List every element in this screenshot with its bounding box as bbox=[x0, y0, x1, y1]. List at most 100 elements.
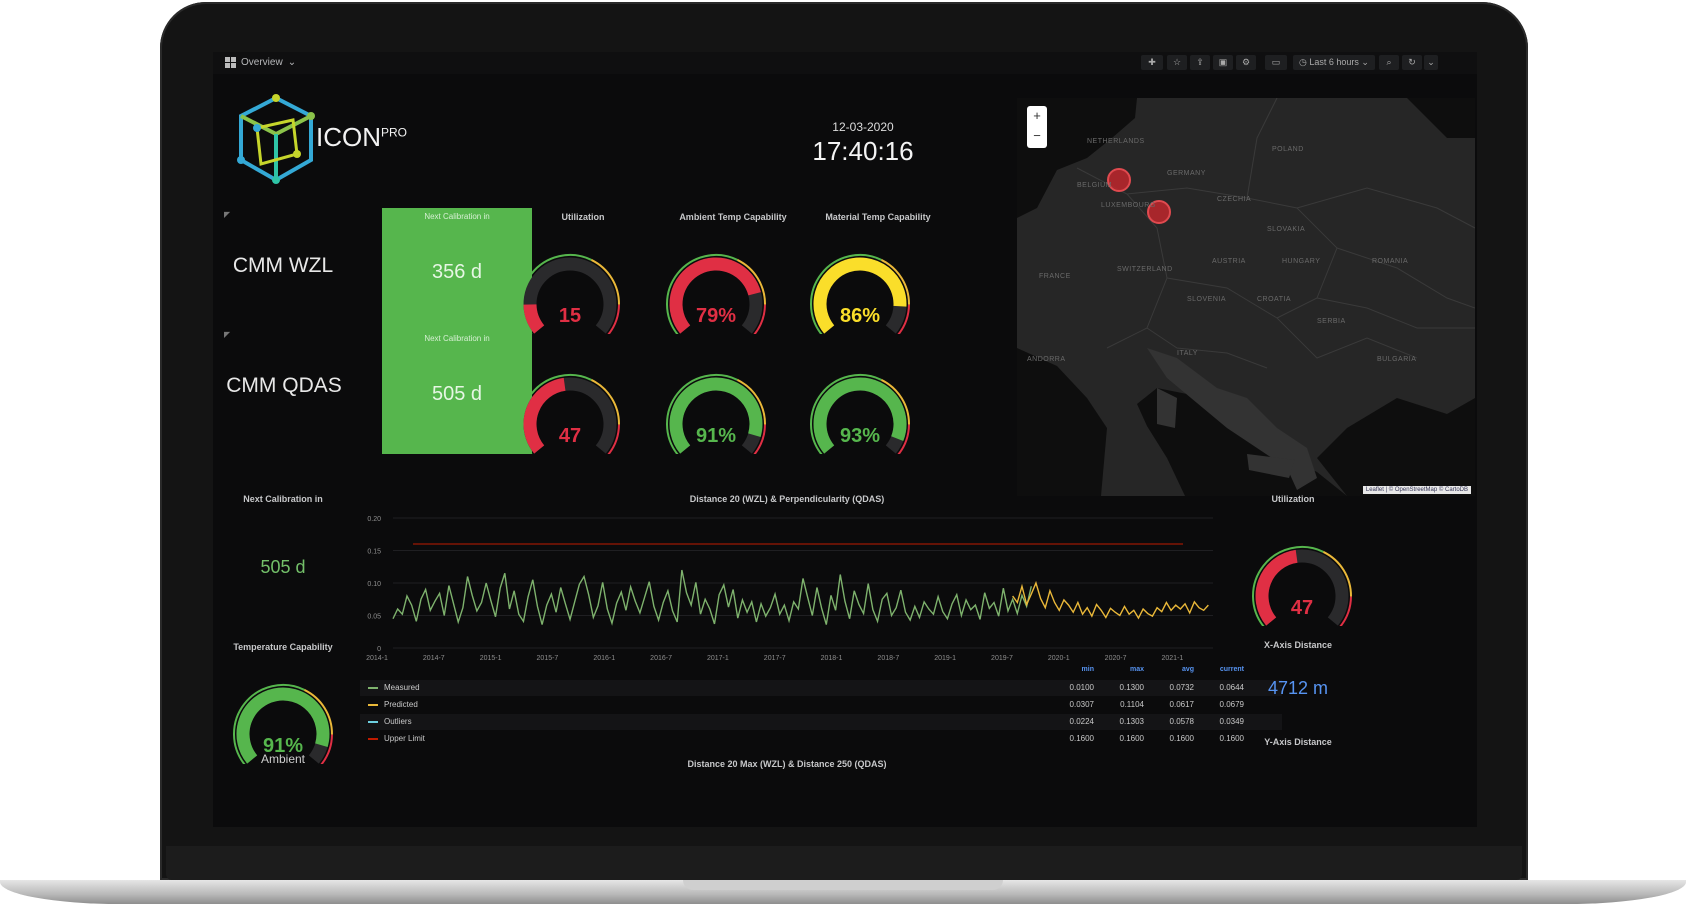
time-range-picker[interactable]: ◷ Last 6 hours ⌄ bbox=[1293, 55, 1375, 70]
gauge-threshold-red bbox=[896, 424, 910, 456]
panel-link-icon[interactable]: ◤ bbox=[224, 330, 231, 339]
gauge-threshold-red bbox=[606, 304, 620, 336]
legend-row[interactable]: Upper Limit 0.1600 0.1600 0.1600 0.1600 bbox=[360, 731, 1282, 747]
gauge-threshold-yellow bbox=[590, 259, 620, 305]
gauge-value-arc bbox=[813, 377, 907, 454]
temperature-capability-caption: Ambient bbox=[260, 752, 306, 766]
gauge-threshold-yellow bbox=[736, 379, 766, 425]
map-tiles bbox=[1017, 98, 1475, 496]
calibration-title: Next Calibration in bbox=[424, 212, 490, 221]
share-icon[interactable]: ⇪ bbox=[1190, 55, 1210, 70]
map-zoom-control[interactable]: + − bbox=[1027, 106, 1047, 148]
brand-name: ICONPRO bbox=[316, 122, 407, 153]
map-country-label: AUSTRIA bbox=[1212, 258, 1246, 265]
save-icon[interactable]: ▣ bbox=[1213, 55, 1233, 70]
legend-row[interactable]: Measured 0.0100 0.1300 0.0732 0.0644 bbox=[360, 680, 1282, 696]
map-country-label: SLOVENIA bbox=[1187, 296, 1227, 303]
location-marker-qdas[interactable] bbox=[1147, 200, 1171, 224]
add-panel-icon[interactable]: ✚ bbox=[1141, 55, 1163, 70]
legend-value: 0.1600 bbox=[1169, 734, 1194, 743]
gauge-threshold-red bbox=[606, 424, 620, 456]
gauge-threshold-green bbox=[810, 254, 882, 336]
dashboard-picker[interactable]: Overview ⌄ bbox=[225, 57, 296, 68]
gauge-value-label: 47 bbox=[559, 425, 581, 447]
gear-icon[interactable]: ⚙ bbox=[1236, 55, 1256, 70]
legend-series-name: Outliers bbox=[384, 717, 412, 726]
distance-line-chart[interactable]: 0 0.05 0.10 0.15 0.20 2014-1 2014-7 2015-1 2015-… bbox=[353, 510, 1223, 666]
left-calibration-value: 505 d bbox=[260, 557, 306, 577]
map-country-label: BULGARIA bbox=[1377, 356, 1417, 363]
gauge-threshold-yellow bbox=[736, 259, 766, 305]
legend-column-header[interactable]: avg bbox=[1181, 666, 1194, 673]
map-country-label: BELGIUM bbox=[1077, 182, 1113, 189]
chevron-down-icon: ⌄ bbox=[287, 57, 297, 68]
panel-link-icon[interactable]: ◤ bbox=[224, 210, 231, 219]
calibration-stat-2: Next Calibration in 505 d bbox=[382, 330, 532, 454]
gauge-dial: 86% bbox=[810, 254, 910, 336]
zoom-in-icon[interactable]: + bbox=[1033, 108, 1041, 123]
clock-time: 17:40:16 bbox=[812, 136, 914, 166]
machine-location-map[interactable]: NETHERLANDS BELGIUM LUXEMBOURG GERMANY POLAN… bbox=[1017, 98, 1475, 496]
gauge-value-label: 86% bbox=[840, 305, 880, 327]
gauge-dial: 47 bbox=[520, 374, 620, 456]
tv-mode-icon[interactable]: ▭ bbox=[1265, 55, 1287, 70]
legend-value: 0.0644 bbox=[1219, 683, 1244, 692]
chart-y-tick: 0.10 bbox=[367, 581, 381, 588]
gauge-dial: 91% bbox=[666, 374, 766, 456]
gauge-header-material: Material Temp Capability bbox=[825, 212, 931, 222]
gauge-dial: 91% bbox=[233, 684, 333, 766]
legend-value: 0.1600 bbox=[1119, 734, 1144, 743]
gauge-header-utilization: Utilization bbox=[561, 212, 605, 222]
gauge-value-arc bbox=[523, 377, 566, 454]
zoom-out-icon[interactable]: − bbox=[1033, 128, 1041, 143]
gauge-dial: 15 bbox=[520, 254, 620, 336]
chart-x-tick: 2021-1 bbox=[1162, 655, 1184, 662]
material-temp-gauge-wzl: 86% bbox=[795, 248, 925, 336]
gauge-threshold-red bbox=[896, 304, 910, 336]
map-country-label: HUNGARY bbox=[1282, 258, 1321, 265]
gauge-threshold-green bbox=[666, 254, 738, 336]
chart-y-tick: 0.20 bbox=[367, 516, 381, 523]
gauge-value-label: 93% bbox=[840, 425, 880, 447]
calibration-stat-1: Next Calibration in 356 d bbox=[382, 208, 532, 332]
legend-swatch bbox=[368, 738, 378, 740]
gauge-threshold-yellow bbox=[1322, 551, 1352, 597]
gauge-threshold-green bbox=[520, 254, 592, 336]
gauge-threshold-green bbox=[233, 684, 305, 766]
next-chart-title: Distance 20 Max (WZL) & Distance 250 (QD… bbox=[687, 759, 887, 769]
brand-sup: PRO bbox=[381, 125, 408, 140]
chart-x-tick: 2020-1 bbox=[1048, 655, 1070, 662]
laptop-notch bbox=[683, 880, 1003, 890]
location-marker-wzl[interactable] bbox=[1107, 168, 1131, 192]
map-attribution[interactable]: Leaflet | © OpenStreetMap © CartoDB bbox=[1362, 486, 1471, 494]
chart-x-tick: 2018-7 bbox=[877, 655, 899, 662]
gauge-value-label: 47 bbox=[1291, 597, 1313, 619]
refresh-interval-chevron-icon[interactable]: ⌄ bbox=[1424, 55, 1438, 70]
legend-value: 0.0617 bbox=[1169, 700, 1194, 709]
legend-column-header[interactable]: max bbox=[1129, 666, 1144, 673]
legend-value: 0.0679 bbox=[1219, 700, 1244, 709]
legend-value: 0.0578 bbox=[1169, 717, 1194, 726]
star-icon[interactable]: ☆ bbox=[1167, 55, 1187, 70]
map-country-label: CROATIA bbox=[1257, 296, 1292, 303]
gauge-threshold-green bbox=[1252, 546, 1324, 628]
map-country-label: FRANCE bbox=[1039, 273, 1071, 280]
legend-value: 0.0307 bbox=[1069, 700, 1094, 709]
series-predicted bbox=[1012, 580, 1209, 620]
left-calibration-title: Next Calibration in bbox=[243, 494, 323, 504]
gauge-threshold-red bbox=[752, 424, 766, 456]
chart-x-tick: 2014-1 bbox=[366, 655, 388, 662]
chart-x-tick: 2014-7 bbox=[423, 655, 445, 662]
legend-column-header[interactable]: min bbox=[1081, 666, 1094, 673]
legend-value: 0.0224 bbox=[1069, 717, 1094, 726]
refresh-icon[interactable]: ↻ bbox=[1402, 55, 1422, 70]
gauge-value-arc bbox=[1255, 549, 1298, 626]
legend-column-header[interactable]: current bbox=[1219, 666, 1244, 673]
legend-row[interactable]: Outliers 0.0224 0.1303 0.0578 0.0349 bbox=[360, 714, 1282, 730]
x-axis-distance-title: X-Axis Distance bbox=[1263, 640, 1333, 650]
legend-row[interactable]: Predicted 0.0307 0.1104 0.0617 0.0679 bbox=[360, 697, 1282, 713]
map-country-label: CZECHIA bbox=[1217, 196, 1252, 203]
dashboard-screen: Overview ⌄ ✚ ☆ ⇪ ▣ ⚙ ▭ ◷ Last 6 hours ⌄ … bbox=[213, 52, 1477, 827]
map-country-label: GERMANY bbox=[1167, 170, 1206, 177]
zoom-out-icon[interactable]: ⌕ bbox=[1379, 55, 1399, 70]
